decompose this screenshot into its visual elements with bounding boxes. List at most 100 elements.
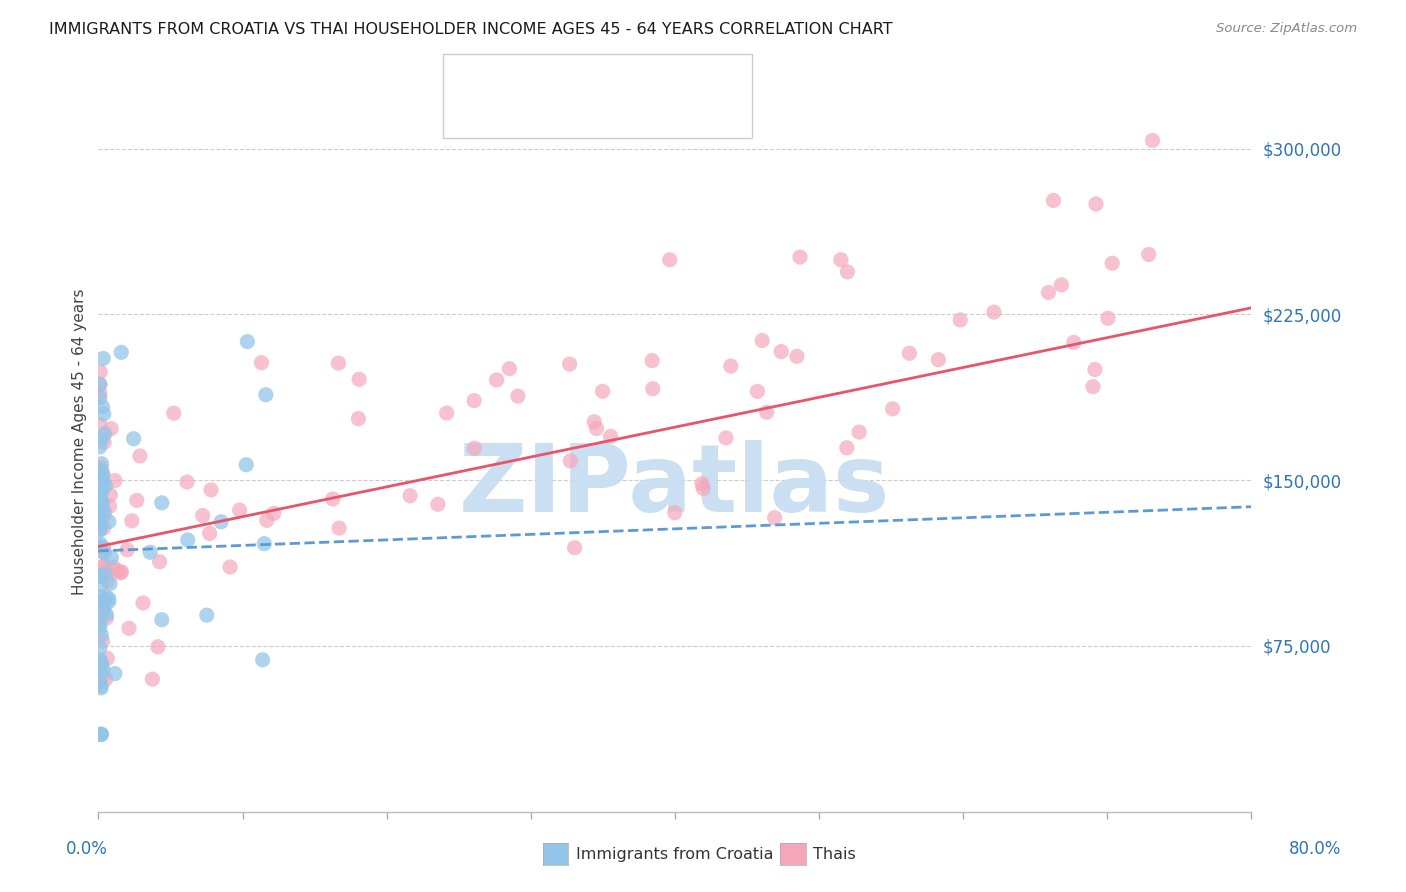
Point bbox=[89, 621, 111, 635]
Text: R = 0.420   N = 111: R = 0.420 N = 111 bbox=[495, 100, 662, 118]
Point bbox=[250, 356, 273, 370]
Point bbox=[89, 590, 111, 604]
Point bbox=[228, 503, 250, 517]
Point bbox=[236, 334, 259, 349]
Point bbox=[101, 560, 124, 574]
Point bbox=[835, 441, 858, 455]
Point bbox=[91, 607, 114, 621]
Point bbox=[91, 351, 114, 366]
Point bbox=[1081, 380, 1104, 394]
Point bbox=[89, 640, 111, 655]
Point bbox=[256, 513, 278, 527]
Point bbox=[146, 640, 169, 654]
Point bbox=[118, 621, 141, 635]
Point bbox=[195, 608, 218, 623]
Point bbox=[176, 475, 198, 489]
Point bbox=[98, 499, 121, 513]
Point bbox=[97, 591, 120, 606]
Point bbox=[90, 569, 112, 583]
Point bbox=[927, 352, 949, 367]
Point bbox=[583, 415, 606, 429]
Point bbox=[1137, 247, 1160, 261]
Point bbox=[89, 377, 111, 392]
Point bbox=[1101, 256, 1123, 270]
Point bbox=[252, 653, 274, 667]
Point bbox=[564, 541, 586, 555]
Point bbox=[90, 497, 112, 511]
Point bbox=[96, 651, 118, 665]
Point bbox=[90, 727, 112, 741]
Point bbox=[498, 361, 520, 376]
Point bbox=[89, 522, 111, 536]
Point bbox=[599, 429, 621, 443]
Point bbox=[150, 496, 173, 510]
Point bbox=[436, 406, 458, 420]
Point bbox=[90, 577, 112, 591]
Point bbox=[786, 350, 808, 364]
Point bbox=[830, 252, 852, 267]
Point bbox=[1142, 133, 1164, 147]
Point bbox=[89, 417, 111, 432]
Point bbox=[90, 655, 112, 669]
Point bbox=[96, 574, 118, 588]
Point bbox=[90, 457, 112, 471]
Point bbox=[89, 506, 111, 520]
Point bbox=[89, 508, 111, 523]
Point bbox=[121, 514, 143, 528]
Point bbox=[90, 628, 112, 642]
Point bbox=[89, 391, 111, 405]
Point bbox=[89, 537, 111, 551]
Point bbox=[90, 494, 112, 508]
Point bbox=[328, 356, 350, 370]
Point bbox=[93, 508, 115, 522]
Point bbox=[91, 400, 114, 414]
Point bbox=[641, 382, 664, 396]
Point bbox=[91, 467, 114, 482]
Y-axis label: Householder Income Ages 45 - 64 years: Householder Income Ages 45 - 64 years bbox=[72, 288, 87, 595]
Point bbox=[125, 493, 148, 508]
Point bbox=[198, 526, 221, 541]
Point bbox=[426, 497, 449, 511]
Point bbox=[882, 401, 904, 416]
Text: R = 0.048   N = 73: R = 0.048 N = 73 bbox=[495, 64, 652, 82]
Point bbox=[1042, 194, 1064, 208]
Point bbox=[108, 566, 131, 580]
Point bbox=[93, 601, 115, 615]
Point bbox=[90, 486, 112, 500]
Point bbox=[89, 594, 111, 608]
Point bbox=[93, 603, 115, 617]
Point bbox=[104, 666, 127, 681]
Point bbox=[755, 405, 778, 419]
Point bbox=[848, 425, 870, 439]
Point bbox=[90, 500, 112, 514]
Point bbox=[485, 373, 508, 387]
Point bbox=[93, 521, 115, 535]
Point bbox=[91, 560, 114, 574]
Point bbox=[692, 482, 714, 496]
Point bbox=[1097, 311, 1119, 326]
Point bbox=[1038, 285, 1060, 300]
Point bbox=[150, 613, 173, 627]
Point bbox=[94, 479, 117, 493]
Point bbox=[128, 449, 150, 463]
Point bbox=[328, 521, 350, 535]
Point bbox=[1084, 197, 1107, 211]
Point bbox=[96, 611, 118, 625]
Point bbox=[90, 465, 112, 479]
Point bbox=[253, 536, 276, 550]
Point bbox=[91, 475, 114, 489]
Point bbox=[94, 590, 117, 604]
Text: Source: ZipAtlas.com: Source: ZipAtlas.com bbox=[1216, 22, 1357, 36]
Point bbox=[110, 345, 132, 359]
Point bbox=[104, 474, 127, 488]
Point bbox=[93, 435, 115, 450]
Point bbox=[641, 353, 664, 368]
Point bbox=[763, 510, 786, 524]
Point bbox=[90, 516, 112, 530]
Text: Immigrants from Croatia: Immigrants from Croatia bbox=[576, 847, 773, 862]
Point bbox=[751, 334, 773, 348]
Point bbox=[93, 546, 115, 560]
Point bbox=[690, 476, 713, 491]
Point bbox=[89, 377, 111, 392]
Point bbox=[1084, 362, 1107, 376]
